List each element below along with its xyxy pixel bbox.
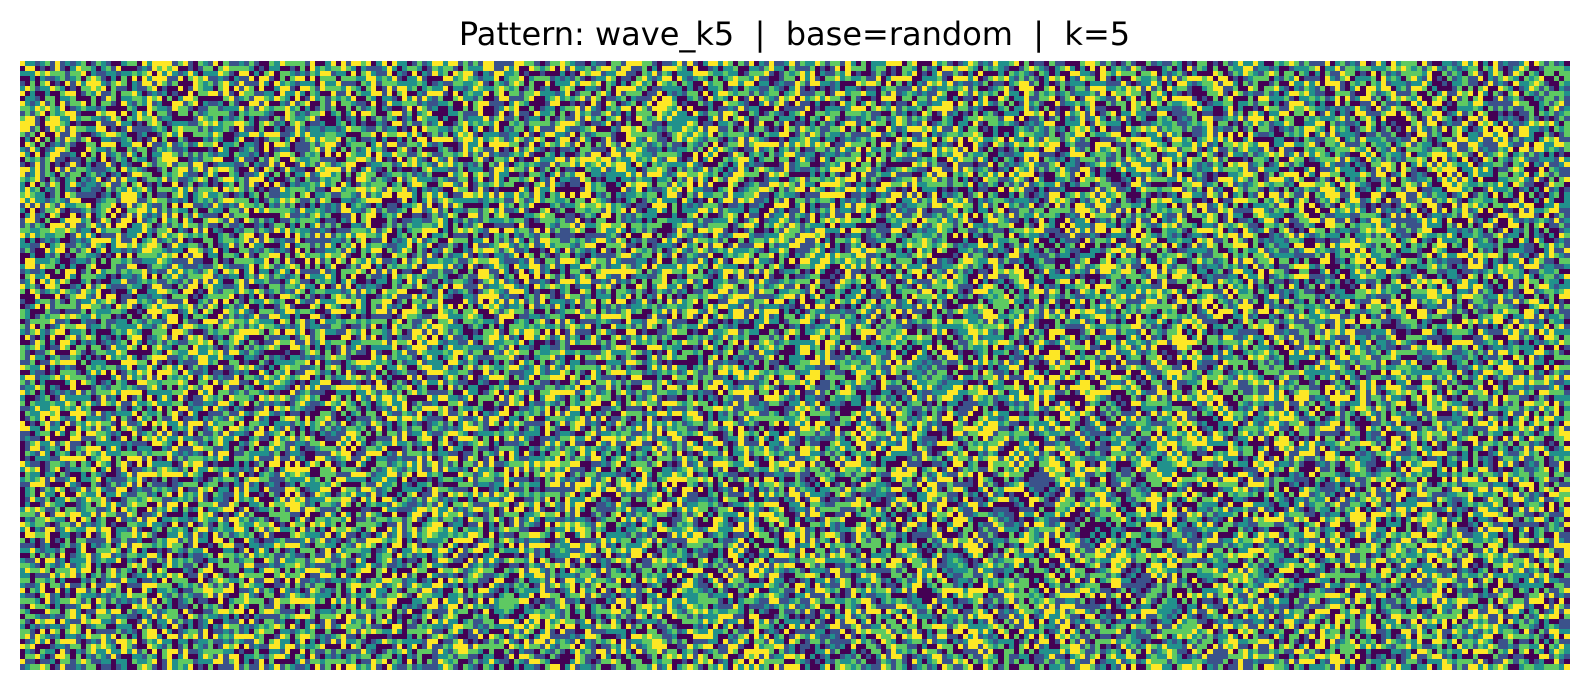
heatmap-plot bbox=[20, 61, 1570, 670]
chart-title: Pattern: wave_k5 | base=random | k=5 bbox=[458, 15, 1131, 53]
